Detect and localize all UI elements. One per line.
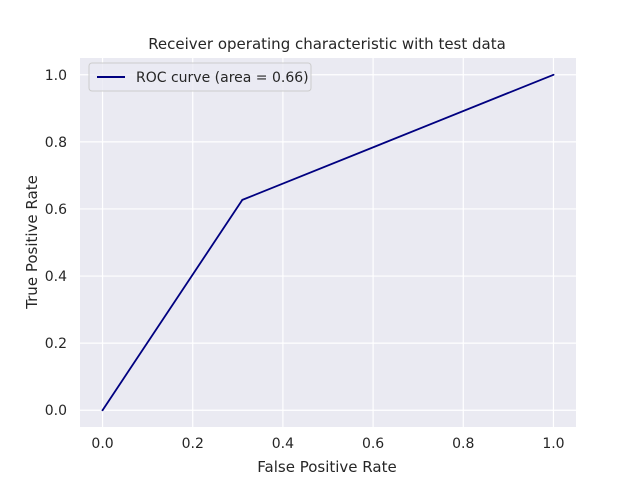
y-tick-label: 1.0 xyxy=(45,68,67,84)
y-tick-label: 0.6 xyxy=(45,202,67,218)
legend: ROC curve (area = 0.66) xyxy=(88,62,312,92)
legend-box xyxy=(88,62,312,92)
x-tick-label: 0.6 xyxy=(362,436,384,452)
y-tick-label: 0.4 xyxy=(45,269,67,285)
roc-curve-point xyxy=(552,73,555,76)
x-tick-label: 1.0 xyxy=(542,436,564,452)
x-tick-label: 0.4 xyxy=(272,436,294,452)
x-tick-label: 0.2 xyxy=(182,436,204,452)
y-axis-label: True Positive Rate xyxy=(23,175,41,310)
x-axis-label: False Positive Rate xyxy=(257,458,396,476)
roc-curve-point xyxy=(101,409,104,412)
y-tick-label: 0.2 xyxy=(45,336,67,352)
roc-curve-point xyxy=(241,198,244,201)
x-tick-label: 0.8 xyxy=(452,436,474,452)
y-tick-label: 0.8 xyxy=(45,135,67,151)
plot-area xyxy=(80,58,576,427)
legend-label: ROC curve (area = 0.66) xyxy=(136,70,309,86)
x-tick-label: 0.0 xyxy=(91,436,113,452)
series-layer xyxy=(101,73,555,412)
tick-labels: 0.0 0.2 0.4 0.6 0.8 1.0 0.0 0.2 0.4 0.6 0.8 1.0 xyxy=(45,68,565,452)
y-tick-label: 0.0 xyxy=(45,403,67,419)
chart-title: Receiver operating characteristic with t… xyxy=(148,35,506,53)
